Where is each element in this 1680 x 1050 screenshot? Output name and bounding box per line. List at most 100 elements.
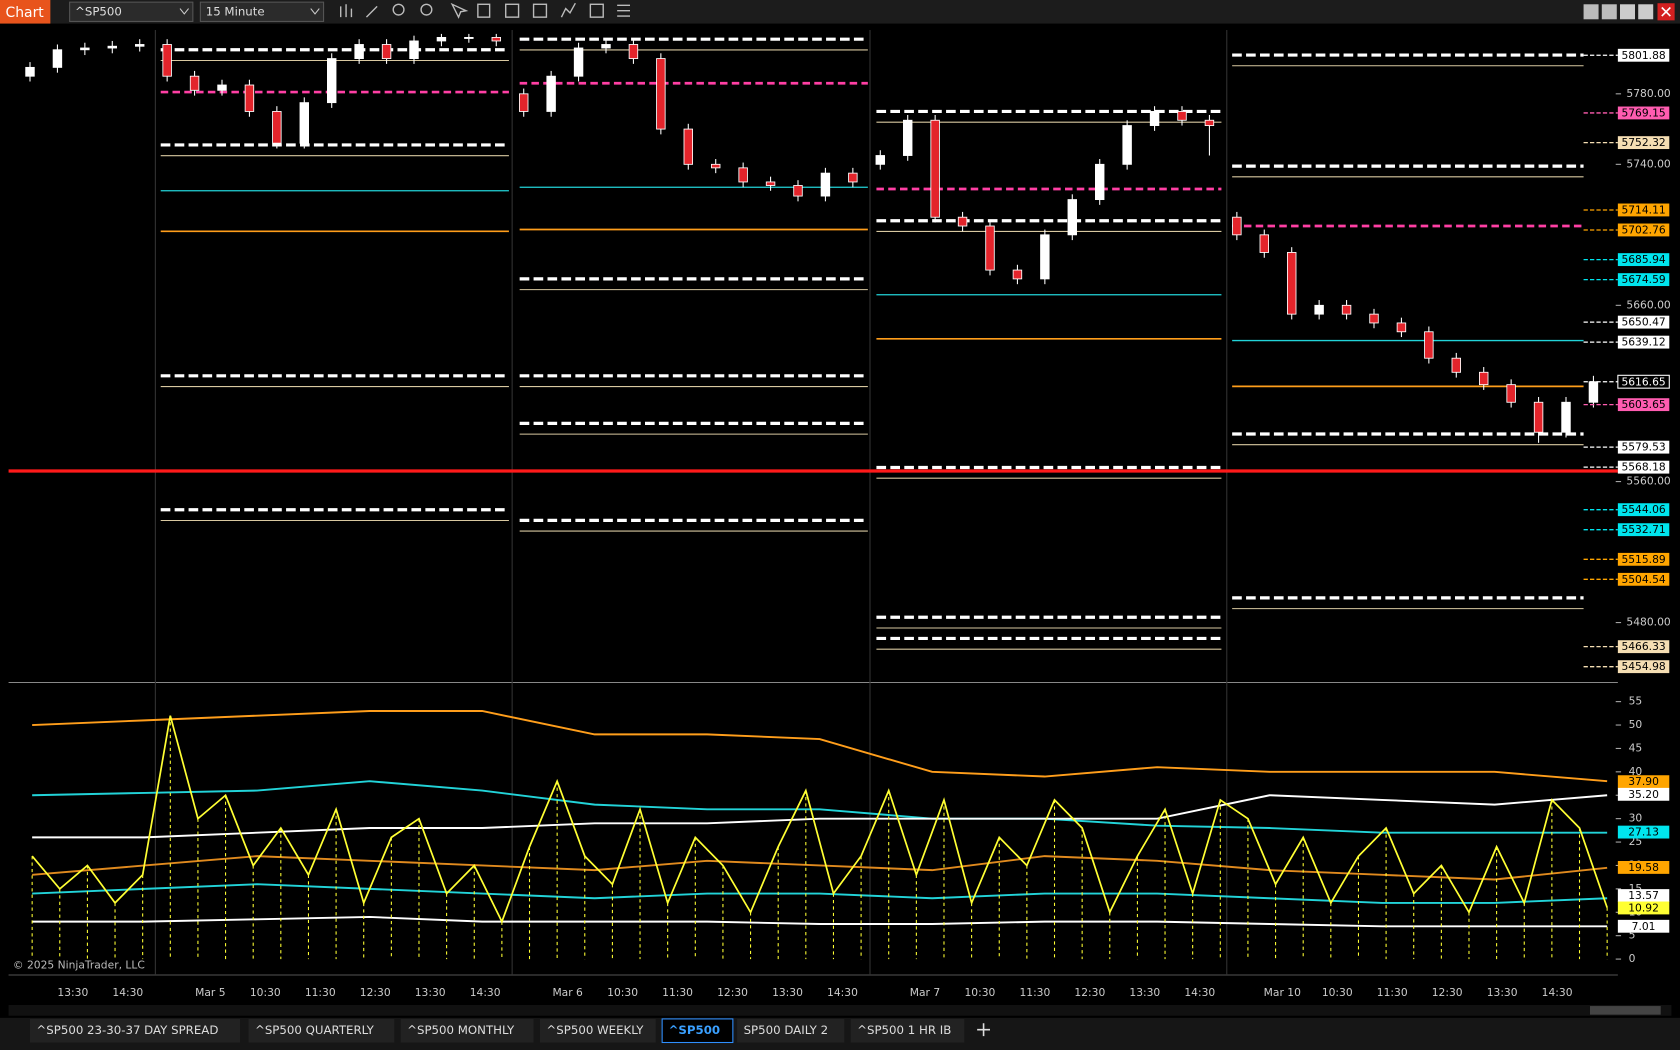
candle-body (107, 45, 118, 49)
tab[interactable] (850, 1018, 965, 1043)
icon-zoom-in[interactable] (392, 3, 405, 16)
price-marker (1617, 460, 1670, 474)
price-marker-label: 5532.71 (1621, 523, 1665, 536)
tab-label[interactable]: SP500 DAILY 2 (744, 1023, 829, 1037)
candle-body (656, 58, 666, 130)
candle-body (1040, 234, 1050, 280)
tab-label[interactable]: ^SP500 (669, 1023, 721, 1037)
chart-button[interactable] (0, 0, 51, 24)
candle-body (903, 119, 913, 156)
tab-label[interactable]: ^SP500 MONTHLY (407, 1023, 515, 1037)
instrument-dropdown[interactable] (69, 1, 194, 22)
indicator-marker-label: 35.20 (1628, 788, 1659, 801)
time-label: 13:30 (415, 986, 446, 999)
tab[interactable] (400, 1018, 534, 1043)
price-marker-label: 5769.15 (1621, 106, 1665, 119)
candle-body (738, 167, 748, 183)
candle-body (848, 172, 858, 183)
time-label: 12:30 (1432, 986, 1463, 999)
candle-body (25, 66, 35, 77)
icon-template[interactable] (505, 3, 520, 18)
y-tick-label: 5660.00 (1626, 298, 1670, 311)
tab-label[interactable]: ^SP500 QUARTERLY (255, 1023, 375, 1037)
price-marker-label: 5579.53 (1621, 441, 1665, 454)
window-button[interactable] (1583, 4, 1599, 20)
interval-label[interactable]: 15 Minute (206, 4, 265, 18)
time-label: 13:30 (57, 986, 88, 999)
candle-body (52, 49, 63, 68)
indicator-line (32, 710, 1608, 783)
tab-label[interactable]: ^SP500 WEEKLY (546, 1023, 644, 1037)
y-tick-label: 40 (1629, 765, 1643, 778)
candle-body (1122, 125, 1132, 165)
y-tick-label: 45 (1629, 741, 1643, 754)
price-marker-label: 5515.89 (1621, 553, 1665, 566)
time-label: 14:30 (1542, 986, 1573, 999)
candle-body (327, 58, 337, 104)
candle-body (1067, 199, 1077, 236)
candle-body (683, 128, 694, 165)
instrument-label[interactable]: ^SP500 (75, 4, 122, 18)
indicator-marker-label: 19.58 (1628, 861, 1659, 874)
icon-indicator[interactable] (560, 2, 576, 18)
maximize-button[interactable] (1638, 4, 1654, 20)
price-marker (1617, 440, 1670, 454)
minimize-button[interactable] (1620, 4, 1635, 20)
indicator-line (32, 794, 1608, 839)
price-marker (1617, 552, 1670, 566)
candle-body (1341, 304, 1352, 315)
time-label: 11:30 (1019, 986, 1050, 999)
icon-bars[interactable] (340, 4, 353, 18)
price-marker (1617, 660, 1670, 674)
price-marker (1617, 523, 1670, 537)
tab-label[interactable]: ^SP500 1 HR IB (857, 1023, 951, 1037)
y-tick-label: 5560.00 (1626, 475, 1670, 488)
price-marker-label: 5544.06 (1621, 503, 1665, 516)
interval-dropdown[interactable] (199, 1, 325, 22)
icon-pointer[interactable] (450, 2, 469, 19)
chart-title[interactable]: Chart (6, 5, 45, 21)
tab-label[interactable]: ^SP500 23-30-37 DAY SPREAD (36, 1023, 218, 1037)
tab[interactable] (540, 1018, 656, 1043)
window-buttons[interactable] (1583, 3, 1675, 21)
indicator-marker (1617, 861, 1670, 874)
price-marker-label: 5568.18 (1621, 461, 1665, 474)
price-marker (1617, 48, 1670, 62)
candle-body (573, 47, 584, 77)
scroll-thumb[interactable] (1590, 1006, 1661, 1015)
toolbar-icons[interactable] (340, 2, 630, 19)
icon-zoom-out[interactable] (420, 3, 433, 16)
icon-strategy[interactable] (532, 3, 548, 18)
price-marker (1617, 503, 1670, 517)
indicator-marker-label: 13.57 (1628, 889, 1659, 902)
tab[interactable] (661, 1018, 734, 1044)
indicator-line (32, 915, 1608, 928)
copyright: © 2025 NinjaTrader, LLC (13, 958, 145, 971)
candle-body (272, 111, 282, 144)
price-marker (1617, 315, 1670, 329)
window-button[interactable] (1601, 4, 1617, 20)
candle-body (464, 37, 474, 39)
icon-list[interactable] (617, 4, 630, 17)
indicator-marker-label: 27.13 (1628, 826, 1659, 839)
time-label: 10:30 (250, 986, 281, 999)
time-label: 11:30 (1377, 986, 1408, 999)
scrollbar[interactable] (8, 1005, 1672, 1016)
candle-body (409, 40, 419, 60)
candle-body (546, 75, 556, 112)
indicator-marker (1617, 889, 1670, 902)
add-tab[interactable] (977, 1023, 990, 1037)
candle-body (1286, 252, 1297, 315)
time-label: 13:30 (1487, 986, 1518, 999)
tab[interactable] (248, 1018, 395, 1043)
time-label: 11:30 (662, 986, 693, 999)
icon-draw[interactable] (365, 5, 378, 18)
tab[interactable] (30, 1018, 240, 1043)
icon-calc[interactable] (589, 3, 604, 18)
candle-body (1232, 216, 1242, 236)
tab[interactable] (737, 1018, 845, 1043)
price-marker-label: 5504.54 (1621, 573, 1665, 586)
icon-data[interactable] (477, 3, 491, 18)
price-marker (1617, 203, 1670, 217)
